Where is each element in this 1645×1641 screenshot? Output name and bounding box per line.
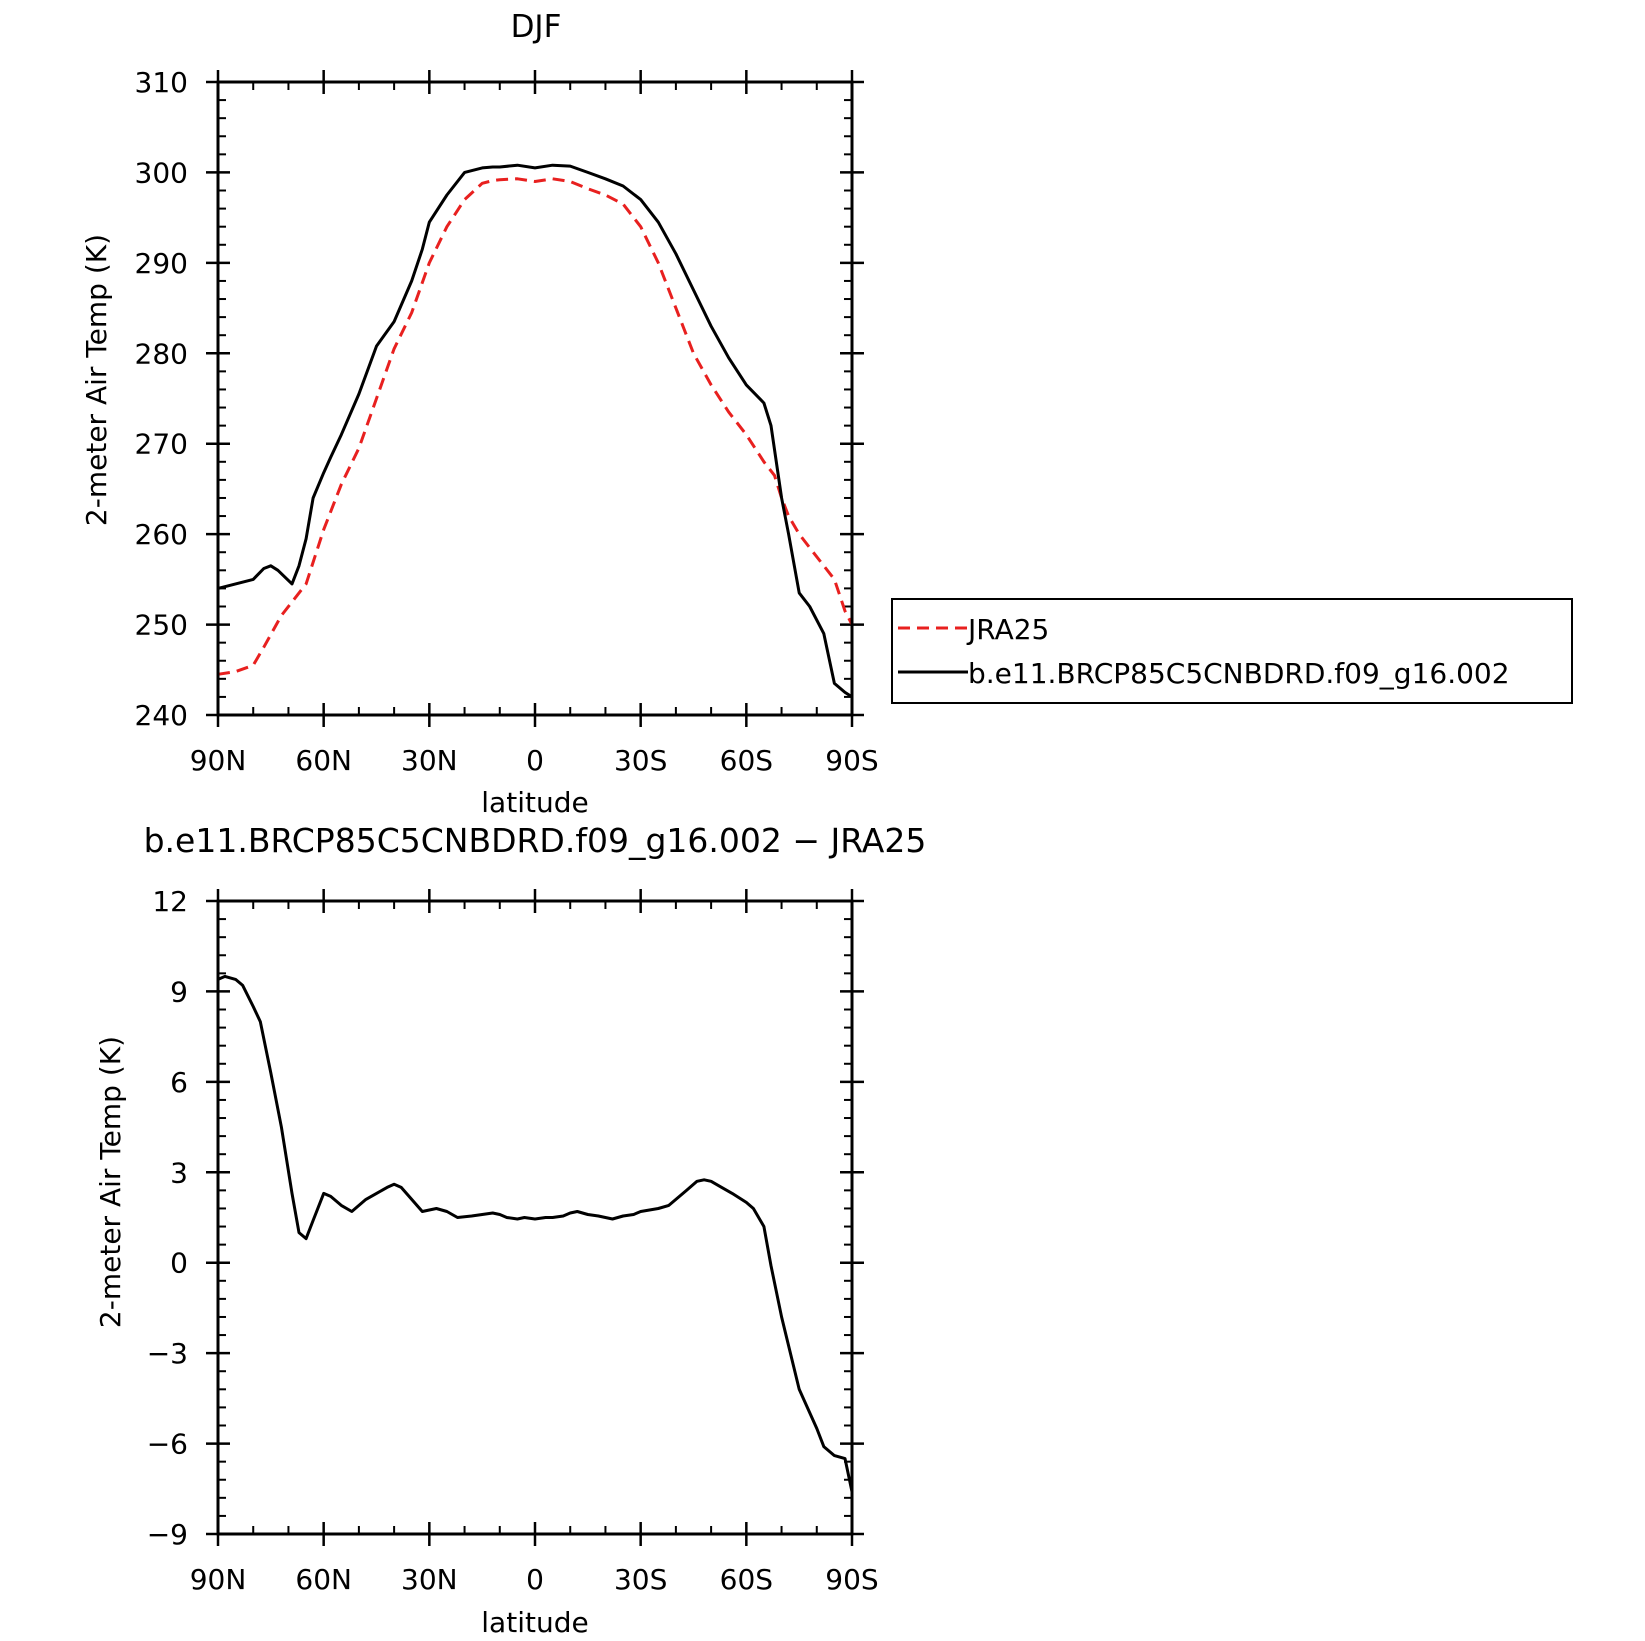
bottom-chart-title: b.e11.BRCP85C5CNBDRD.f09_g16.002 − JRA25 bbox=[144, 821, 927, 860]
bottom-series-group bbox=[217, 974, 854, 1493]
bottom-y-axis-label: 2-meter Air Temp (K) bbox=[94, 1036, 127, 1328]
bottom-ytick-label: 3 bbox=[170, 1156, 188, 1189]
bottom-ytick-label: 6 bbox=[170, 1066, 188, 1099]
bottom-series-line-0 bbox=[217, 974, 854, 1493]
bottom-ytick-label: 0 bbox=[170, 1247, 188, 1280]
top-xtick-label: 90N bbox=[190, 744, 247, 777]
top-xtick-label: 30N bbox=[401, 744, 458, 777]
difference-panel: b.e11.BRCP85C5CNBDRD.f09_g16.002 − JRA25… bbox=[94, 821, 926, 1639]
top-y-tick-labels: 240 250 260 270 280 290 300 310 bbox=[135, 66, 188, 732]
bottom-ytick-label: −6 bbox=[147, 1428, 188, 1461]
top-ytick-label: 310 bbox=[135, 66, 188, 99]
bottom-xtick-label: 90N bbox=[190, 1563, 247, 1596]
top-series-group bbox=[217, 163, 854, 699]
bottom-xtick-label: 90S bbox=[825, 1563, 878, 1596]
bottom-xtick-label: 60N bbox=[295, 1563, 352, 1596]
bottom-ytick-label: −3 bbox=[147, 1337, 188, 1370]
top-xtick-label: 60S bbox=[720, 744, 773, 777]
bottom-xtick-label: 30N bbox=[401, 1563, 458, 1596]
top-plot-frame bbox=[216, 80, 854, 717]
top-ytick-label: 280 bbox=[135, 337, 188, 370]
legend-label-model: b.e11.BRCP85C5CNBDRD.f09_g16.002 bbox=[968, 657, 1510, 690]
top-xtick-label: 90S bbox=[825, 744, 878, 777]
bottom-ytick-label: 12 bbox=[152, 885, 188, 918]
top-xtick-label: 0 bbox=[526, 744, 544, 777]
temperature-panel: DJF 2-meter Air Temp (K) latitude 240 250… bbox=[80, 9, 879, 819]
legend-label-jra25: JRA25 bbox=[966, 613, 1049, 646]
top-y-axis-label: 2-meter Air Temp (K) bbox=[80, 234, 113, 526]
top-series-line-1 bbox=[217, 163, 853, 699]
bottom-plot-frame bbox=[216, 899, 854, 1536]
top-x-axis-label: latitude bbox=[481, 786, 588, 819]
top-chart-title: DJF bbox=[511, 9, 562, 45]
top-series-line-0 bbox=[217, 177, 854, 676]
top-ytick-label: 300 bbox=[135, 156, 188, 189]
bottom-ytick-label: −9 bbox=[147, 1518, 188, 1551]
bottom-xtick-label: 60S bbox=[720, 1563, 773, 1596]
legend: JRA25 b.e11.BRCP85C5CNBDRD.f09_g16.002 bbox=[891, 598, 1573, 704]
top-xtick-label: 30S bbox=[614, 744, 667, 777]
top-ytick-label: 240 bbox=[135, 699, 188, 732]
top-xtick-label: 60N bbox=[295, 744, 352, 777]
bottom-ytick-label: 9 bbox=[170, 975, 188, 1008]
bottom-x-tick-labels: 90N 60N 30N 0 30S 60S 90S bbox=[190, 1563, 879, 1596]
top-ytick-label: 290 bbox=[135, 247, 188, 280]
bottom-xtick-label: 30S bbox=[614, 1563, 667, 1596]
top-x-tick-labels: 90N 60N 30N 0 30S 60S 90S bbox=[190, 744, 879, 777]
bottom-y-tick-labels: −9 −6 −3 0 3 6 9 12 bbox=[147, 885, 188, 1551]
top-ytick-label: 270 bbox=[135, 428, 188, 461]
legend-box bbox=[891, 598, 1573, 704]
top-ytick-label: 250 bbox=[135, 609, 188, 642]
bottom-xtick-label: 0 bbox=[526, 1563, 544, 1596]
bottom-x-axis-label: latitude bbox=[481, 1606, 588, 1639]
top-ytick-label: 260 bbox=[135, 518, 188, 551]
